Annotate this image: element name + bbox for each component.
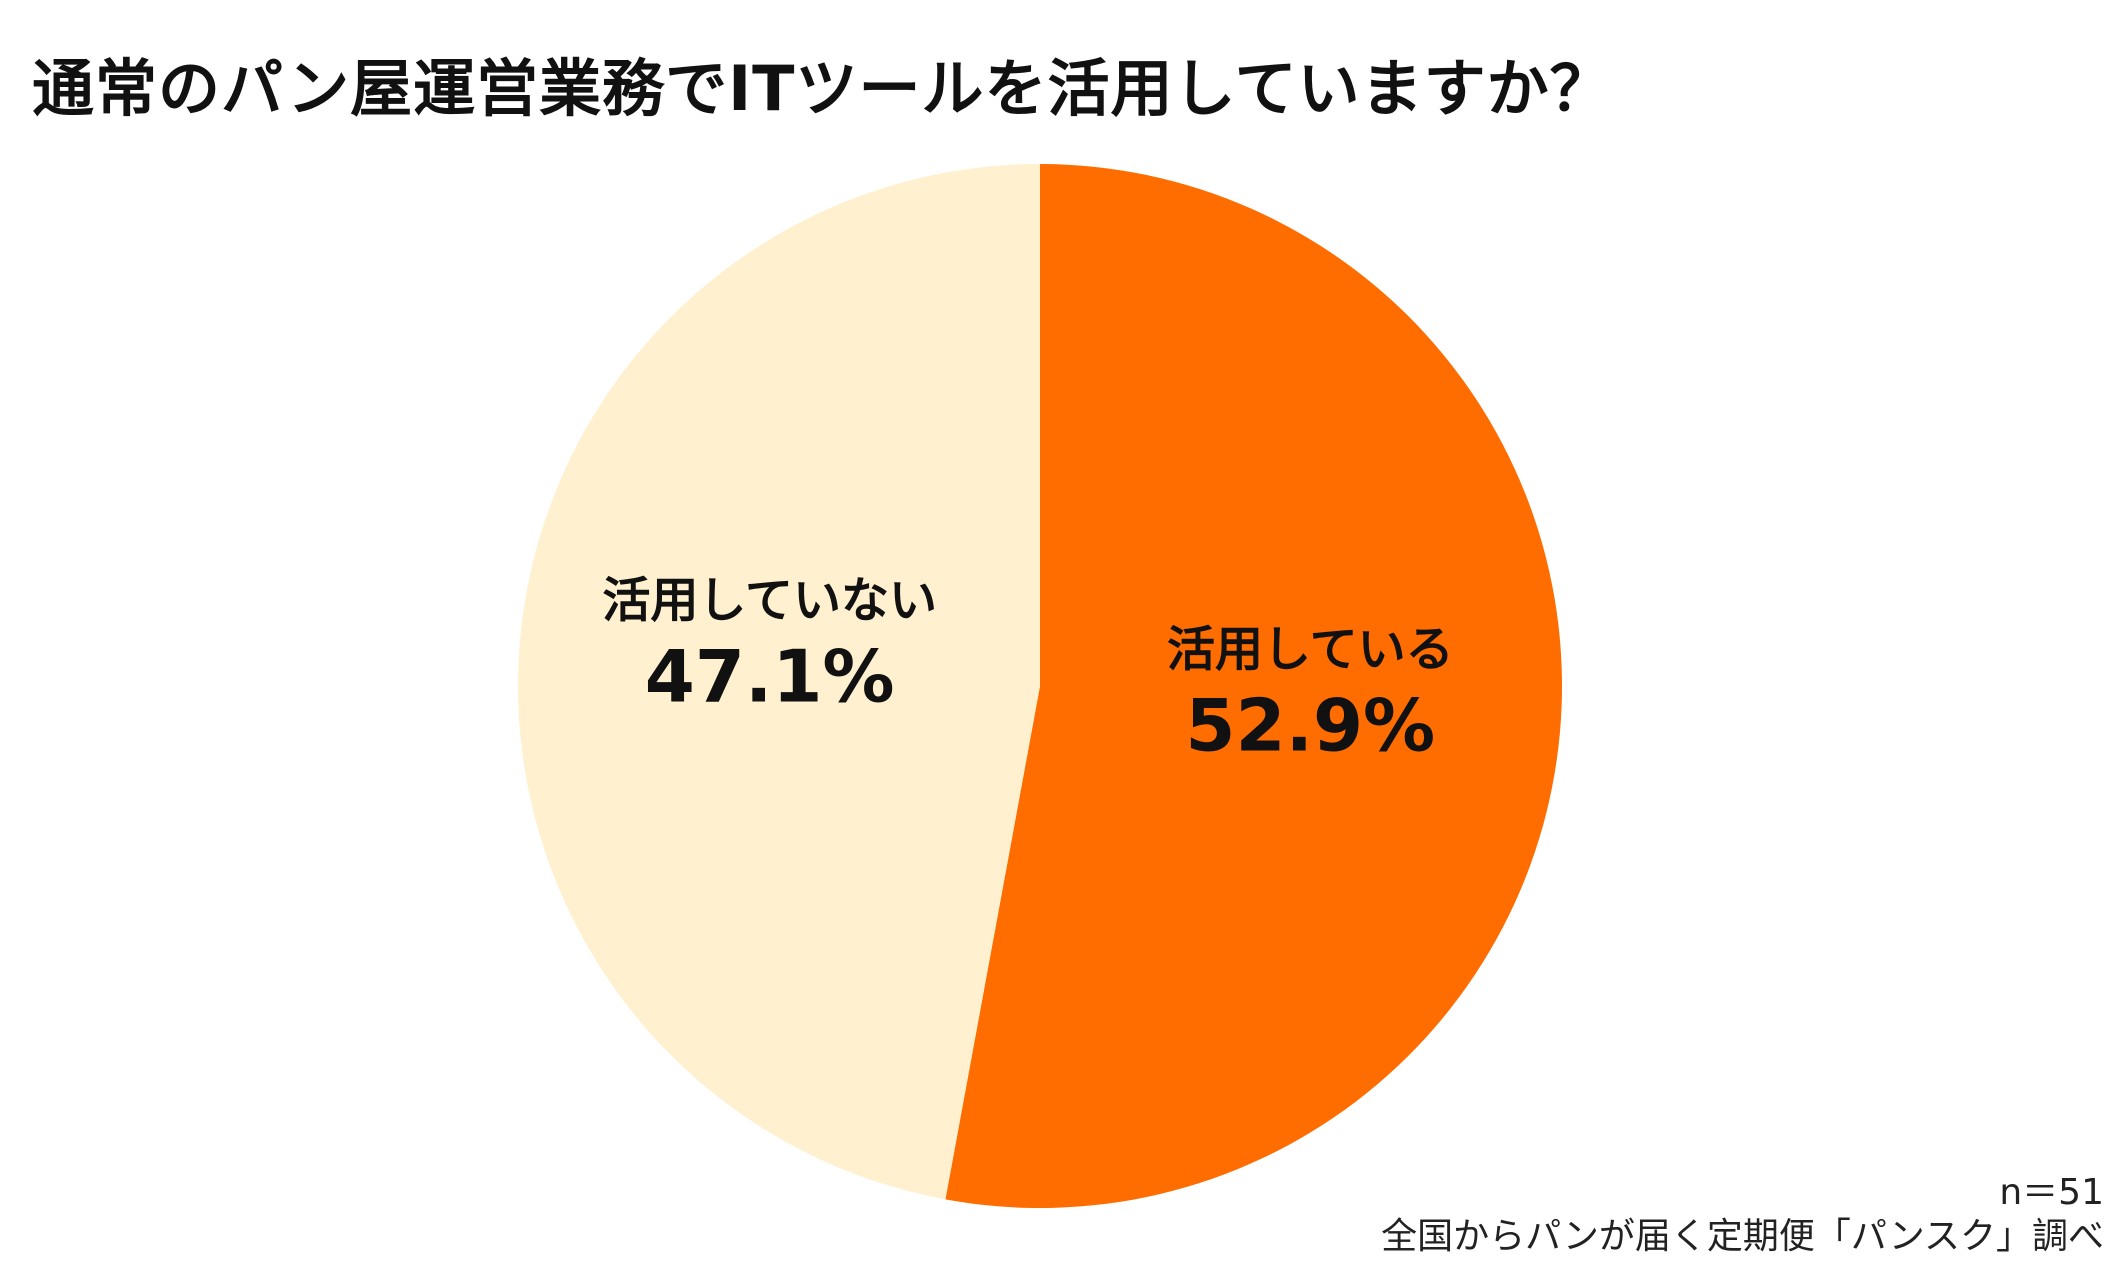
pie-slice-1 xyxy=(945,164,1562,1208)
slice-label-2: 活用していない xyxy=(602,572,937,628)
sample-size-note: n＝51 xyxy=(1999,1172,2104,1213)
slice-value-1: 52.9% xyxy=(1185,684,1435,768)
pie-slice-2 xyxy=(517,164,1040,1200)
chart-title: 通常のパン屋運営業務でITツールを活用していますか？ xyxy=(32,52,1613,125)
source-note: 全国からパンが届く定期便「パンスク」調べ xyxy=(1381,1216,2104,1257)
slice-value-2: 47.1% xyxy=(645,634,895,718)
slice-label-1: 活用している xyxy=(1167,622,1454,678)
